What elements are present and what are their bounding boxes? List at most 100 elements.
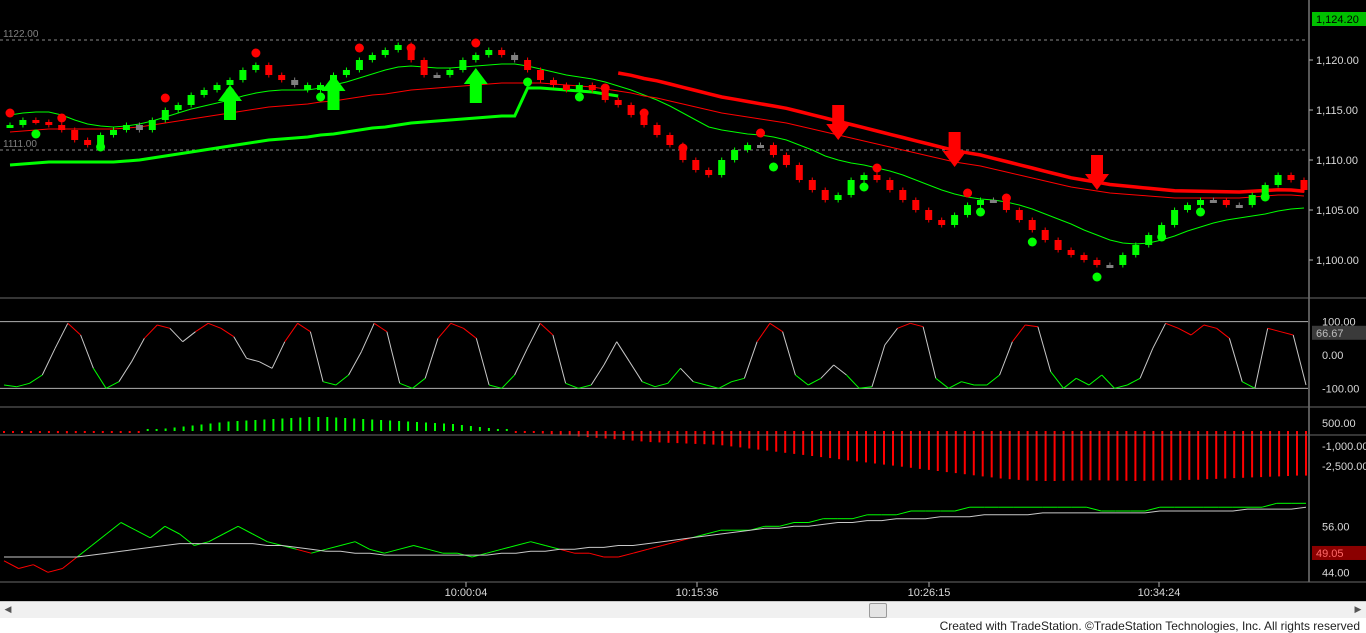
y-tick-label: 44.00 [1322,567,1350,579]
histogram-bar [649,431,652,443]
oscillator-segment [846,374,860,389]
candle-body [472,55,480,60]
oscillator-segment [795,374,809,386]
arrow-down-icon [826,105,851,140]
histogram-bar [712,431,715,445]
oscillator-segment [616,341,630,362]
candle-body [420,60,428,75]
signal-dot [471,38,481,48]
oscillator-2-panel: 56.00 44.00 49.05 [3,502,1366,579]
candle-body [1184,205,1191,210]
histogram-bar [443,423,445,431]
oscillator-2-segment [267,541,283,546]
histogram-bar [892,431,894,466]
histogram-bar [362,419,365,431]
histogram-bar [577,431,580,437]
candle-body [847,180,855,195]
candle-body [200,90,208,95]
oscillator-2-segment [91,533,107,546]
oscillator-segment [1165,322,1179,329]
arrow-up-icon [321,75,346,110]
oscillator-2-segment [3,560,19,569]
x-tick-label: 10:34:24 [1138,587,1181,599]
oscillator-2-value-label: 49.05 [1316,548,1344,560]
oscillator-segment [1254,328,1269,389]
candle-body [342,70,350,75]
histogram-bar [685,431,688,444]
candle-body [161,110,169,120]
y-tick-label: 100.00 [1322,317,1356,329]
histogram-bar [218,422,221,431]
histogram-bar [1251,431,1254,478]
last-price-badge [1312,12,1366,26]
arrow-up-icon [463,68,488,103]
candle-body [97,135,105,145]
oscillator-segment [1152,323,1167,349]
histogram-bar [1206,431,1209,480]
candle-body [821,190,829,200]
histogram-bar [586,431,589,438]
oscillator-segment [246,357,260,363]
y-tick-label: 1,120.00 [1316,55,1359,67]
oscillator-2-segment [559,548,575,554]
oscillator-segment [309,331,324,382]
histogram-bar [1170,431,1173,481]
oscillator-2-segment [530,541,546,546]
histogram-bar [847,431,850,461]
scroll-right-icon[interactable]: ▶ [1354,605,1362,615]
histogram-bar [1008,431,1011,480]
horizontal-scrollbar[interactable]: ◀ ▶ [0,601,1366,618]
histogram-bar [802,431,805,455]
signal-dot [1027,237,1037,247]
histogram-bar [227,421,230,431]
oscillator-segment [348,351,362,376]
candle-body [1106,265,1114,268]
oscillator-2-segment [106,522,122,535]
oscillator-2-segment [1144,506,1160,512]
histogram-bar [541,431,544,434]
histogram-bar [550,431,553,435]
histogram-bar [640,431,643,442]
oscillator-segment [208,322,222,329]
oscillator-segment [284,323,299,342]
signal-dot [600,83,610,93]
candle-body [977,200,984,205]
candle-body [653,125,661,135]
candle-body [873,175,881,180]
candle-body [989,200,997,203]
y-tick-label: -2,500.00 [1322,461,1366,473]
histogram-bar [514,431,517,433]
histogram-bar [200,424,203,431]
candle-body [1080,255,1088,260]
candle-body [19,120,27,125]
oscillator-segment [271,341,286,369]
oscillator-segment [654,382,668,388]
candle-body [32,120,40,123]
histogram-bar [945,431,948,473]
y-tick-label: -1,000.00 [1322,441,1366,453]
histogram-bar [1152,431,1155,481]
oscillator-2-segment [354,541,370,550]
histogram-bar [164,428,167,431]
oscillator-segment [1190,324,1205,336]
scroll-left-icon[interactable]: ◀ [4,605,12,615]
histogram-bar [74,431,77,434]
histogram-bar [676,431,679,444]
oscillator-2-segment [501,545,517,550]
oscillator-segment [871,344,886,387]
oscillator-segment [386,331,401,384]
candle-body [964,205,971,215]
oscillator-segment [743,341,758,379]
histogram-bar [1305,431,1307,476]
histogram-bar [146,429,149,431]
oscillator-2-segment [545,545,561,550]
chart-canvas: 1122.00 1111.00 1,100.00 1,105.00 1,110.00 1,… [0,0,1366,599]
oscillator-segment [807,377,822,386]
oscillator-segment [131,338,145,362]
oscillator-segment [884,327,898,346]
oscillator-2-segment [1086,506,1102,512]
histogram-bar [838,431,841,460]
candle-body [951,215,959,225]
scroll-thumb[interactable] [869,603,887,618]
oscillator-segment [335,374,349,386]
